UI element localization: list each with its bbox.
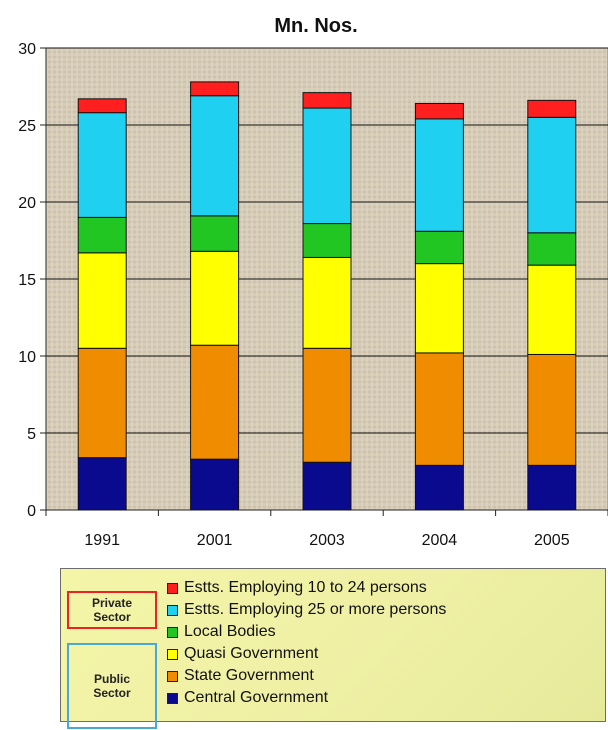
legend-swatch-state-government bbox=[167, 670, 178, 682]
x-tick-label: 2005 bbox=[534, 532, 570, 549]
bar-segment-2001-4 bbox=[190, 95, 240, 217]
bar-segment-2004-4 bbox=[414, 118, 464, 232]
legend-label-local-bodies: Local Bodies bbox=[184, 623, 276, 640]
legend-swatch-local-bodies bbox=[167, 626, 178, 638]
x-tick-label: 1991 bbox=[84, 532, 120, 549]
y-tick-label: 0 bbox=[27, 503, 36, 520]
y-tick-label: 15 bbox=[18, 272, 36, 289]
bar-segment-1991-4 bbox=[77, 112, 127, 218]
bar-segment-1991-2 bbox=[77, 252, 127, 349]
legend-item-central-government: Central Government bbox=[167, 687, 597, 709]
y-tick-label: 30 bbox=[18, 41, 36, 58]
bar-segment-2005-2 bbox=[527, 264, 577, 355]
bar-segment-2004-3 bbox=[414, 230, 464, 265]
chart-title: Mn. Nos. bbox=[274, 15, 357, 37]
y-tick-label: 10 bbox=[18, 349, 36, 366]
bar-segment-2001-3 bbox=[190, 215, 240, 252]
private-sector-group-label: Private Sector bbox=[67, 591, 157, 629]
bar-segment-2004-2 bbox=[414, 263, 464, 354]
bar-segment-2003-5 bbox=[302, 92, 352, 109]
legend-item-state-government: State Government bbox=[167, 665, 597, 687]
bar-segment-2001-0 bbox=[190, 458, 240, 511]
y-tick-label: 25 bbox=[18, 118, 36, 135]
bar-segment-2005-3 bbox=[527, 232, 577, 266]
bar-segment-2005-4 bbox=[527, 116, 577, 234]
legend-item-estts-25-plus: Estts. Employing 25 or more persons bbox=[167, 599, 597, 621]
legend-label-state-government: State Government bbox=[184, 667, 314, 684]
legend-swatch-quasi-government bbox=[167, 648, 178, 660]
legend-swatch-central-government bbox=[167, 692, 178, 704]
bar-segment-2004-5 bbox=[414, 102, 464, 120]
legend-item-estts-10-24: Estts. Employing 10 to 24 persons bbox=[167, 577, 597, 599]
legend-items: Estts. Employing 10 to 24 persons Estts.… bbox=[167, 577, 597, 709]
bar-segment-2001-2 bbox=[190, 250, 240, 346]
bar-segment-2004-0 bbox=[414, 464, 464, 511]
bar-segment-1991-3 bbox=[77, 216, 127, 254]
bar-segment-2003-1 bbox=[302, 347, 352, 463]
y-tick-label: 20 bbox=[18, 195, 36, 212]
x-tick-label: 2003 bbox=[309, 532, 345, 549]
bar-segment-2003-4 bbox=[302, 107, 352, 225]
bar-segment-2001-1 bbox=[190, 344, 240, 460]
bar-segment-2003-0 bbox=[302, 461, 352, 511]
bar-segment-1991-1 bbox=[77, 347, 127, 459]
legend-swatch-estts-25-plus bbox=[167, 604, 178, 616]
y-tick-label: 5 bbox=[27, 426, 36, 443]
legend-label-central-government: Central Government bbox=[184, 689, 329, 706]
bar-segment-2003-2 bbox=[302, 256, 352, 349]
bar-segment-2003-3 bbox=[302, 223, 352, 258]
legend-label-estts-25-plus: Estts. Employing 25 or more persons bbox=[184, 601, 447, 618]
bar-segment-1991-5 bbox=[77, 98, 127, 114]
legend-item-quasi-government: Quasi Government bbox=[167, 643, 597, 665]
x-tick-label: 2004 bbox=[422, 532, 458, 549]
bar-segment-2001-5 bbox=[190, 81, 240, 97]
bar-segment-2004-1 bbox=[414, 352, 464, 466]
bar-segment-2005-5 bbox=[527, 99, 577, 118]
legend-swatch-estts-10-24 bbox=[167, 582, 178, 594]
bar-segment-2005-0 bbox=[527, 464, 577, 511]
legend-label-estts-10-24: Estts. Employing 10 to 24 persons bbox=[184, 579, 427, 596]
x-tick-label: 2001 bbox=[197, 532, 233, 549]
bar-segment-2005-1 bbox=[527, 353, 577, 466]
bar-segment-1991-0 bbox=[77, 457, 127, 511]
legend-item-local-bodies: Local Bodies bbox=[167, 621, 597, 643]
legend-label-quasi-government: Quasi Government bbox=[184, 645, 319, 662]
public-sector-group-label: Public Sector bbox=[67, 643, 157, 729]
legend: Private Sector Public Sector Estts. Empl… bbox=[60, 568, 606, 729]
